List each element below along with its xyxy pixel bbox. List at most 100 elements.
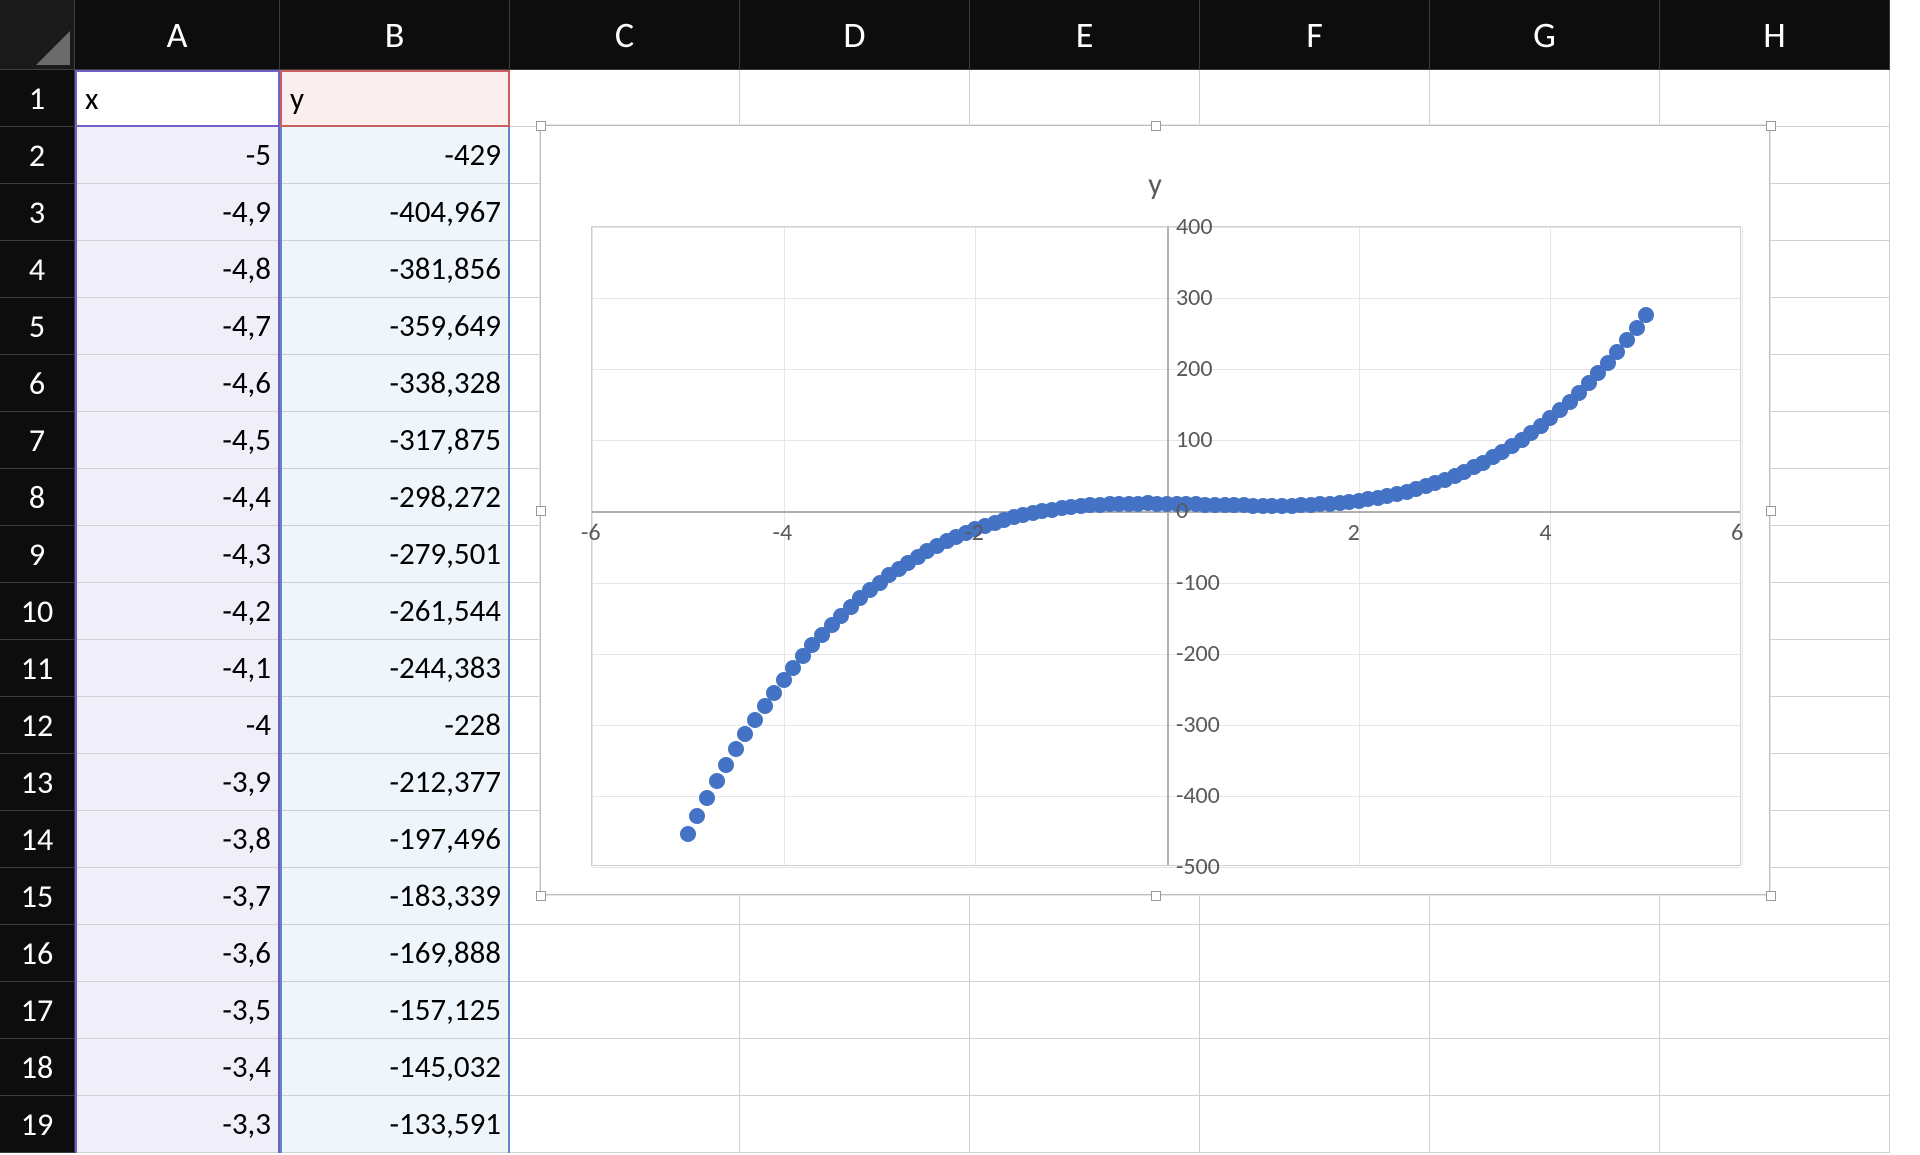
cell-B1[interactable]: y — [280, 70, 510, 127]
column-header-D[interactable]: D — [740, 0, 970, 70]
row-header-18[interactable]: 18 — [0, 1039, 75, 1096]
chart-resize-handle[interactable] — [1766, 506, 1776, 516]
cell-B6[interactable]: -338,328 — [280, 355, 510, 412]
cell-A13[interactable]: -3,9 — [75, 754, 280, 811]
cell-B5[interactable]: -359,649 — [280, 298, 510, 355]
cell-D18[interactable] — [740, 1039, 970, 1096]
cell-B4[interactable]: -381,856 — [280, 241, 510, 298]
cell-F19[interactable] — [1200, 1096, 1430, 1153]
cell-B8[interactable]: -298,272 — [280, 469, 510, 526]
row-header-12[interactable]: 12 — [0, 697, 75, 754]
cell-H1[interactable] — [1660, 70, 1890, 127]
cell-A5[interactable]: -4,7 — [75, 298, 280, 355]
chart-resize-handle[interactable] — [536, 121, 546, 131]
row-header-19[interactable]: 19 — [0, 1096, 75, 1153]
cell-G19[interactable] — [1430, 1096, 1660, 1153]
row-header-5[interactable]: 5 — [0, 298, 75, 355]
cell-A7[interactable]: -4,5 — [75, 412, 280, 469]
row-header-8[interactable]: 8 — [0, 469, 75, 526]
row-header-10[interactable]: 10 — [0, 583, 75, 640]
cell-A17[interactable]: -3,5 — [75, 982, 280, 1039]
cell-F17[interactable] — [1200, 982, 1430, 1039]
cell-B15[interactable]: -183,339 — [280, 868, 510, 925]
chart-object[interactable]: y-6-4-2246-500-400-300-200-1000100200300… — [540, 125, 1770, 895]
cell-A2[interactable]: -5 — [75, 127, 280, 184]
cell-D17[interactable] — [740, 982, 970, 1039]
cell-F18[interactable] — [1200, 1039, 1430, 1096]
row-header-11[interactable]: 11 — [0, 640, 75, 697]
row-header-13[interactable]: 13 — [0, 754, 75, 811]
row-header-3[interactable]: 3 — [0, 184, 75, 241]
row-header-7[interactable]: 7 — [0, 412, 75, 469]
cell-A14[interactable]: -3,8 — [75, 811, 280, 868]
cell-A6[interactable]: -4,6 — [75, 355, 280, 412]
cell-E19[interactable] — [970, 1096, 1200, 1153]
cell-G1[interactable] — [1430, 70, 1660, 127]
column-header-G[interactable]: G — [1430, 0, 1660, 70]
cell-B2[interactable]: -429 — [280, 127, 510, 184]
cell-A10[interactable]: -4,2 — [75, 583, 280, 640]
cell-A8[interactable]: -4,4 — [75, 469, 280, 526]
cell-D16[interactable] — [740, 925, 970, 982]
cell-B17[interactable]: -157,125 — [280, 982, 510, 1039]
cell-C18[interactable] — [510, 1039, 740, 1096]
column-header-B[interactable]: B — [280, 0, 510, 70]
cell-A15[interactable]: -3,7 — [75, 868, 280, 925]
cell-A18[interactable]: -3,4 — [75, 1039, 280, 1096]
cell-C19[interactable] — [510, 1096, 740, 1153]
cell-B9[interactable]: -279,501 — [280, 526, 510, 583]
cell-G18[interactable] — [1430, 1039, 1660, 1096]
cell-B14[interactable]: -197,496 — [280, 811, 510, 868]
row-header-4[interactable]: 4 — [0, 241, 75, 298]
column-header-A[interactable]: A — [75, 0, 280, 70]
row-header-16[interactable]: 16 — [0, 925, 75, 982]
row-header-6[interactable]: 6 — [0, 355, 75, 412]
cell-A12[interactable]: -4 — [75, 697, 280, 754]
cell-A1[interactable]: x — [75, 70, 280, 127]
cell-D19[interactable] — [740, 1096, 970, 1153]
row-header-1[interactable]: 1 — [0, 70, 75, 127]
row-header-15[interactable]: 15 — [0, 868, 75, 925]
cell-A16[interactable]: -3,6 — [75, 925, 280, 982]
cell-H16[interactable] — [1660, 925, 1890, 982]
cell-E16[interactable] — [970, 925, 1200, 982]
cell-A3[interactable]: -4,9 — [75, 184, 280, 241]
cell-H17[interactable] — [1660, 982, 1890, 1039]
cell-C16[interactable] — [510, 925, 740, 982]
select-all-corner[interactable] — [0, 0, 75, 70]
cell-B11[interactable]: -244,383 — [280, 640, 510, 697]
cell-G16[interactable] — [1430, 925, 1660, 982]
cell-B12[interactable]: -228 — [280, 697, 510, 754]
column-header-C[interactable]: C — [510, 0, 740, 70]
cell-B7[interactable]: -317,875 — [280, 412, 510, 469]
cell-B3[interactable]: -404,967 — [280, 184, 510, 241]
chart-resize-handle[interactable] — [1766, 121, 1776, 131]
row-header-2[interactable]: 2 — [0, 127, 75, 184]
cell-B10[interactable]: -261,544 — [280, 583, 510, 640]
cell-B16[interactable]: -169,888 — [280, 925, 510, 982]
cell-A9[interactable]: -4,3 — [75, 526, 280, 583]
cell-A19[interactable]: -3,3 — [75, 1096, 280, 1153]
cell-H19[interactable] — [1660, 1096, 1890, 1153]
row-header-9[interactable]: 9 — [0, 526, 75, 583]
row-header-17[interactable]: 17 — [0, 982, 75, 1039]
cell-C17[interactable] — [510, 982, 740, 1039]
cell-D1[interactable] — [740, 70, 970, 127]
row-header-14[interactable]: 14 — [0, 811, 75, 868]
chart-resize-handle[interactable] — [1766, 891, 1776, 901]
cell-E18[interactable] — [970, 1039, 1200, 1096]
cell-F1[interactable] — [1200, 70, 1430, 127]
chart-resize-handle[interactable] — [536, 891, 546, 901]
cell-H18[interactable] — [1660, 1039, 1890, 1096]
cell-A11[interactable]: -4,1 — [75, 640, 280, 697]
column-header-H[interactable]: H — [1660, 0, 1890, 70]
column-header-F[interactable]: F — [1200, 0, 1430, 70]
cell-E1[interactable] — [970, 70, 1200, 127]
cell-C1[interactable] — [510, 70, 740, 127]
chart-resize-handle[interactable] — [536, 506, 546, 516]
cell-B19[interactable]: -133,591 — [280, 1096, 510, 1153]
cell-B18[interactable]: -145,032 — [280, 1039, 510, 1096]
cell-G17[interactable] — [1430, 982, 1660, 1039]
cell-E17[interactable] — [970, 982, 1200, 1039]
cell-A4[interactable]: -4,8 — [75, 241, 280, 298]
